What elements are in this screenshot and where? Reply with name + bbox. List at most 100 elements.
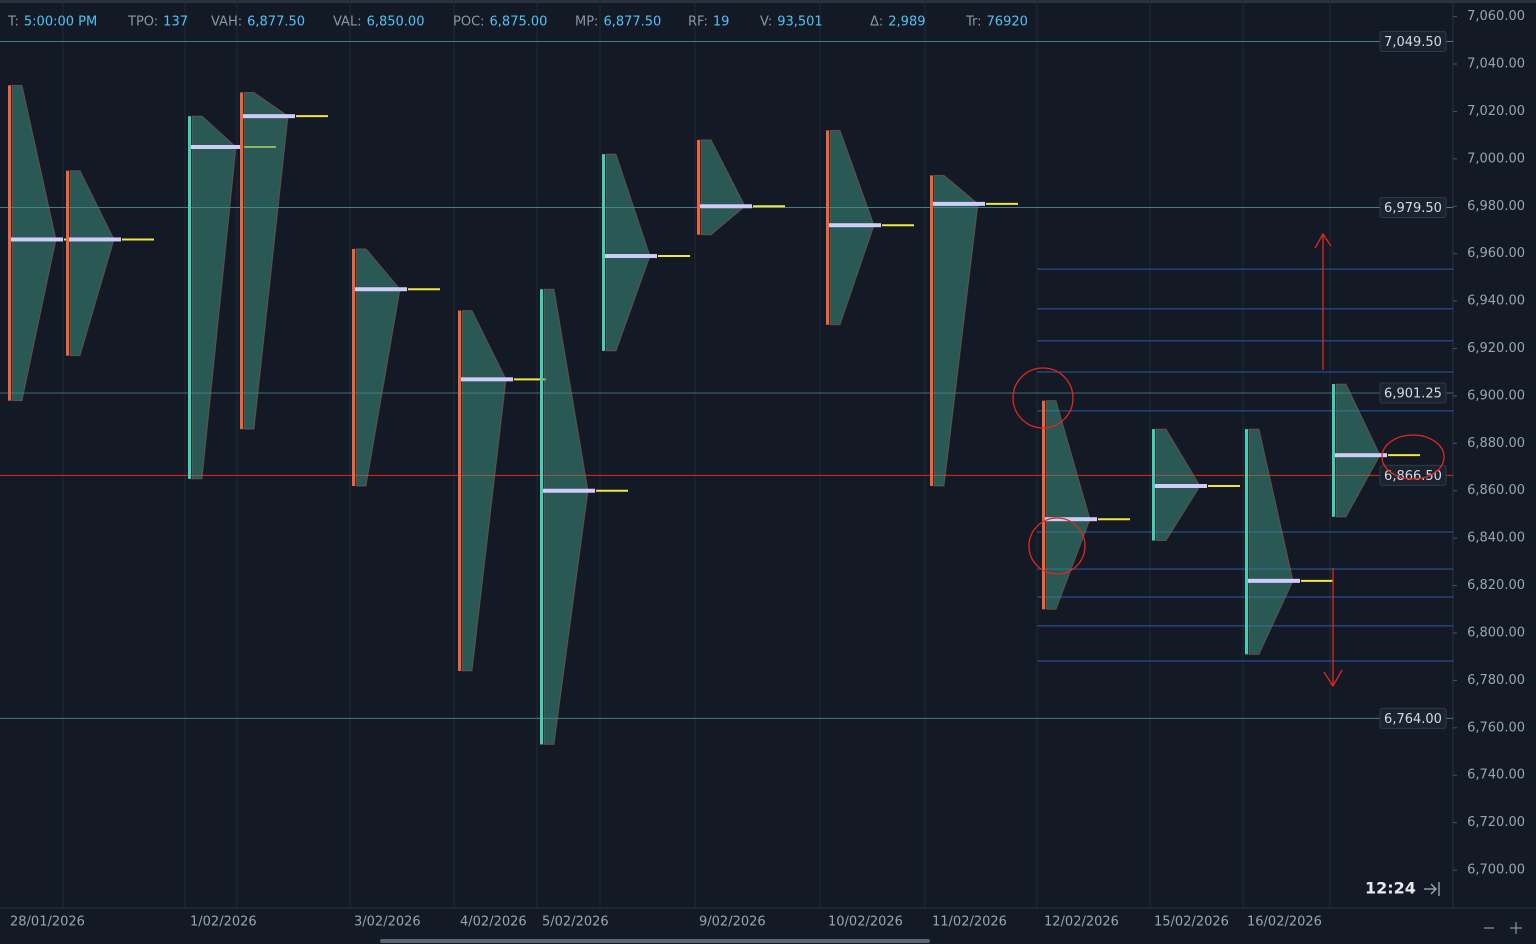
date-label: 15/02/2026 — [1154, 915, 1229, 930]
date-label: 16/02/2026 — [1247, 915, 1322, 930]
date-label: 5/02/2026 — [542, 915, 609, 930]
header-label: MP: — [575, 15, 598, 30]
plot: 28/01/2026 1/02/2026 3/02/2026 4/02/2026 5/0… — [8, 30, 1447, 930]
profile-range — [1152, 429, 1155, 541]
profile-range — [1245, 429, 1248, 655]
profile-body — [355, 248, 401, 487]
profile-body — [69, 170, 115, 357]
y-tick-label: 6,940.00 — [1467, 294, 1525, 309]
y-tick-label: 7,040.00 — [1467, 57, 1525, 72]
scroll-to-end[interactable] — [1424, 882, 1440, 896]
header-label: POC: — [453, 15, 485, 30]
profile-range — [1042, 400, 1045, 610]
profile-range — [352, 248, 355, 487]
annotation-circle — [1012, 367, 1074, 429]
header-value: 6,877.50 — [247, 15, 305, 30]
profile-body — [543, 288, 589, 745]
profile-body — [243, 91, 289, 430]
profile-range — [602, 154, 605, 351]
header-label: Δ: — [870, 15, 883, 30]
level-label-box — [1379, 707, 1447, 729]
profile-range — [1332, 384, 1335, 517]
poc-bar — [933, 201, 985, 206]
profile-body — [191, 115, 237, 480]
profile-body — [1248, 428, 1294, 655]
poc-bar — [829, 223, 881, 228]
profile-range — [697, 139, 700, 235]
y-tick-label: 6,720.00 — [1467, 815, 1525, 830]
profile-range — [66, 170, 69, 356]
level-label: 6,901.25 — [1384, 386, 1442, 401]
header-value: 6,877.50 — [603, 15, 661, 30]
poc-bar — [543, 488, 595, 493]
y-tick-label: 6,780.00 — [1467, 673, 1525, 688]
poc-bar — [355, 287, 407, 292]
header-value: 6,875.00 — [490, 15, 548, 30]
annotation-circle — [1381, 434, 1445, 480]
poc-bar — [1045, 517, 1097, 522]
y-tick-label: 6,980.00 — [1467, 199, 1525, 214]
y-tick-label: 6,820.00 — [1467, 578, 1525, 593]
annotation-arrows — [1314, 232, 1343, 688]
y-tick-label: 7,060.00 — [1467, 9, 1525, 24]
clock: 12:24 — [1365, 879, 1416, 898]
profile-body — [461, 310, 507, 672]
profile-range — [540, 289, 543, 745]
y-tick-label: 6,760.00 — [1467, 720, 1525, 735]
y-tick-label: 7,000.00 — [1467, 151, 1525, 166]
level-label: 6,979.50 — [1384, 201, 1442, 216]
date-label: 28/01/2026 — [10, 915, 85, 930]
level-label-box — [1379, 30, 1447, 52]
level-label: 6,866.50 — [1384, 469, 1442, 484]
profile-body — [829, 129, 875, 326]
profile-range — [930, 175, 933, 487]
poc-bar — [700, 204, 752, 209]
date-label: 9/02/2026 — [699, 915, 766, 930]
header-value: 76920 — [987, 15, 1028, 30]
poc-bar — [461, 377, 513, 382]
y-tick-label: 6,920.00 — [1467, 341, 1525, 356]
date-label: 12/02/2026 — [1044, 915, 1119, 930]
poc-bar — [605, 254, 657, 259]
level-label: 6,764.00 — [1384, 712, 1442, 727]
header-label: VAH: — [211, 15, 242, 30]
header-label: Tr: — [965, 15, 982, 30]
y-tick-label: 6,700.00 — [1467, 863, 1525, 878]
profile-body — [1335, 383, 1381, 518]
y-tick-label: 7,020.00 — [1467, 104, 1525, 119]
poc-bar — [69, 237, 121, 242]
level-label-box — [1379, 464, 1447, 486]
header-value: 93,501 — [777, 15, 823, 30]
header: T: 5:00:00 PM TPO: 137 VAH: 6,877.50 VAL: 6,850… — [7, 15, 1028, 30]
header-value: 2,989 — [888, 15, 925, 30]
poc-bar — [1248, 578, 1300, 583]
y-tick-label: 6,960.00 — [1467, 246, 1525, 261]
grid: 6,700.00 6,720.00 6,740.00 6,760.00 6,780.00… — [0, 0, 1536, 909]
profile-body — [11, 84, 57, 402]
header-value: 19 — [713, 15, 730, 30]
profile-body — [1045, 400, 1091, 610]
annotation-circle — [1028, 517, 1086, 575]
header-label: RF: — [688, 15, 708, 30]
poc-bar — [11, 237, 63, 242]
y-tick-label: 6,900.00 — [1467, 388, 1525, 403]
zoom-buttons[interactable] — [1484, 922, 1522, 934]
y-tick-label: 6,880.00 — [1467, 436, 1525, 451]
profile-body — [933, 174, 979, 487]
header-value: 6,850.00 — [367, 15, 425, 30]
header-label: V: — [760, 15, 772, 30]
profile-range — [826, 130, 829, 325]
header-value: 5:00:00 PM — [24, 15, 97, 30]
profile-body — [700, 139, 746, 236]
profile-range — [8, 85, 11, 401]
scrollbar[interactable] — [380, 939, 930, 943]
header-label: TPO: — [127, 15, 158, 30]
date-label: 3/02/2026 — [354, 915, 421, 930]
header-label: T: — [7, 15, 19, 30]
profile-range — [240, 92, 243, 430]
date-label: 11/02/2026 — [932, 915, 1007, 930]
profile-range — [188, 116, 191, 479]
date-label: 10/02/2026 — [828, 915, 903, 930]
y-tick-label: 6,800.00 — [1467, 625, 1525, 640]
